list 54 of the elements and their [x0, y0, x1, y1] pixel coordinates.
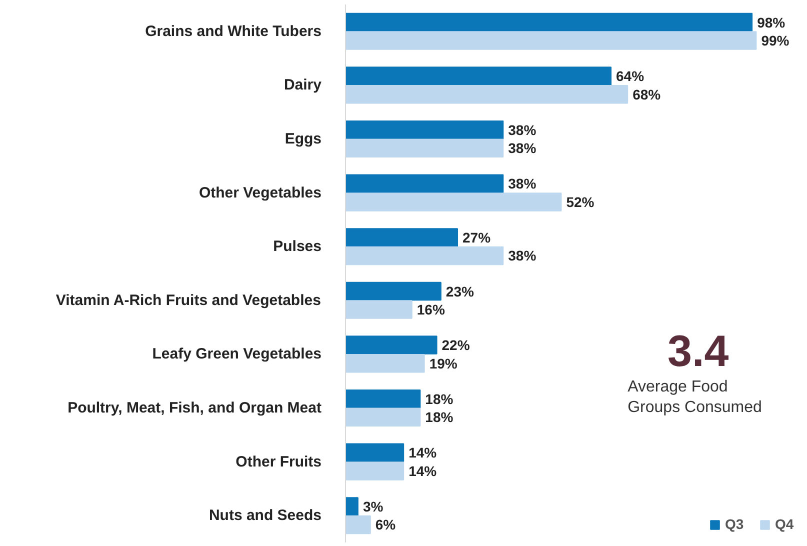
legend-label: Q3 [725, 516, 745, 532]
bar [346, 66, 612, 86]
bar [346, 443, 404, 462]
data-label: 14% [408, 462, 438, 479]
bar [346, 138, 504, 158]
bar [346, 354, 425, 373]
y-tick-label: Eggs [284, 130, 322, 148]
y-tick-label: Other Vegetables [198, 184, 322, 202]
bar [346, 31, 757, 50]
y-tick-label: Dairy [284, 76, 322, 94]
data-label: 99% [761, 32, 790, 49]
bar [346, 462, 404, 480]
data-label: 18% [425, 390, 454, 407]
data-label: 38% [508, 140, 537, 156]
bar [346, 84, 628, 104]
y-tick-label: Vitamin A-Rich Fruits and Vegetables [56, 292, 321, 309]
data-label: 14% [408, 444, 438, 461]
bar [346, 408, 421, 427]
bar [346, 300, 412, 319]
legend-label: Q4 [775, 516, 795, 532]
bar [346, 12, 753, 32]
y-tick-label: Leafy Green Vegetables [152, 346, 322, 363]
bar [346, 389, 421, 408]
data-label: 23% [446, 283, 474, 300]
data-label: 18% [425, 409, 454, 426]
annotation: Average Food Groups Consumed [628, 378, 762, 416]
data-label: 38% [508, 176, 537, 192]
data-label: 38% [508, 122, 537, 138]
data-label: 19% [429, 355, 458, 372]
data-label: 68% [632, 86, 662, 102]
y-tick-label: Poultry, Meat, Fish, and Organ Meat [68, 400, 322, 416]
y-tick-label: Nuts and Seeds [208, 507, 322, 524]
data-label: 98% [757, 14, 786, 30]
bar [346, 228, 458, 247]
data-label: 22% [442, 337, 470, 354]
bar [346, 336, 438, 354]
y-tick-label: Other Fruits [236, 453, 322, 470]
bar [346, 282, 442, 301]
data-label: 16% [416, 302, 446, 318]
data-label: 64% [616, 68, 645, 84]
bar [346, 174, 504, 194]
annotation: 3.4 [668, 326, 730, 376]
data-label: 52% [566, 194, 595, 210]
data-label: 6% [375, 516, 396, 533]
y-tick-label: Grains and White Tubers [145, 22, 322, 40]
data-label: 3% [362, 498, 384, 514]
bar [346, 497, 358, 516]
data-label: 38% [508, 248, 537, 264]
bar [346, 246, 504, 266]
data-label: 27% [462, 229, 492, 246]
bar [346, 515, 371, 534]
bar [346, 192, 562, 212]
y-tick-label: Pulses [273, 238, 322, 256]
bar [346, 120, 504, 140]
